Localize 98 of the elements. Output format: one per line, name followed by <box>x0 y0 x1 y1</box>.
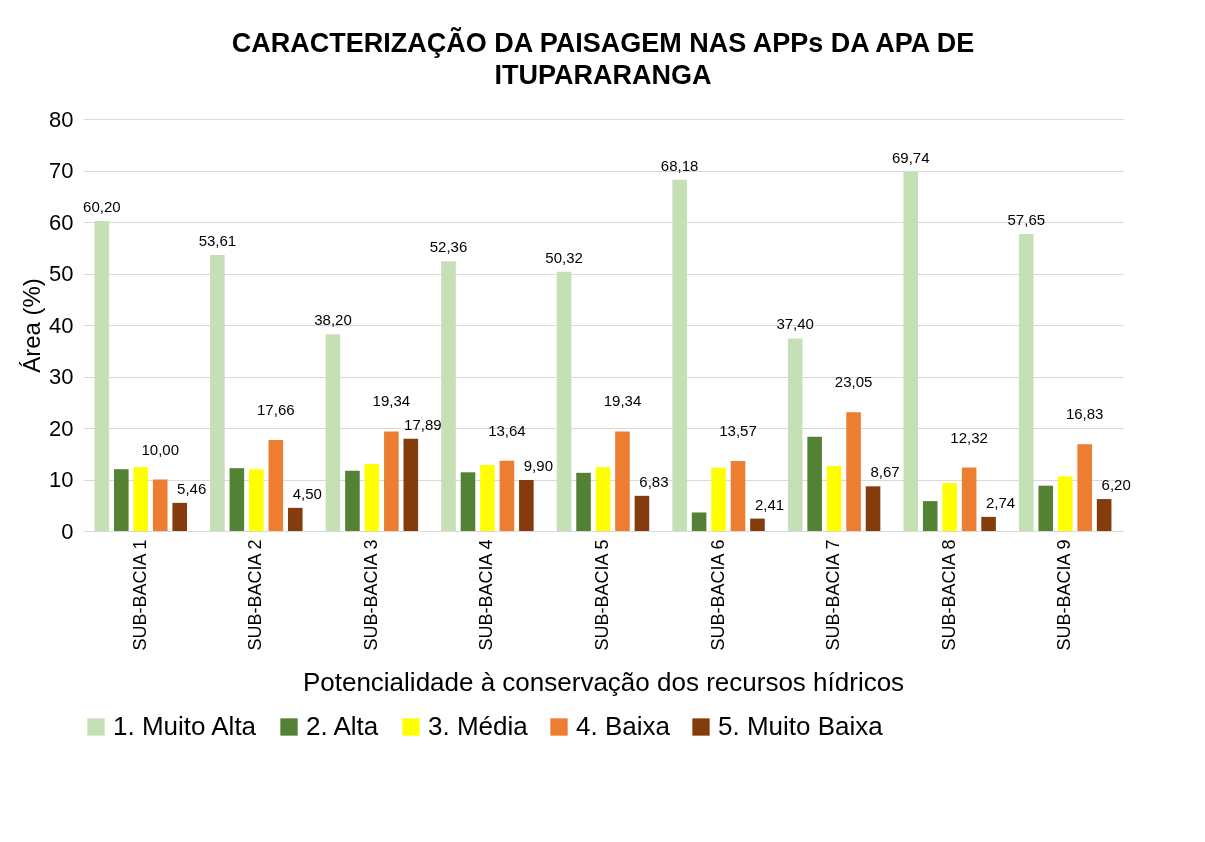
bar <box>961 467 977 531</box>
y-tick-label: 40 <box>49 312 74 338</box>
bar <box>152 479 168 531</box>
bar <box>499 460 515 531</box>
data-label: 2,41 <box>754 495 785 513</box>
x-tick-label: SUB-BACIA 6 <box>707 539 728 651</box>
data-label: 6,20 <box>1101 476 1131 494</box>
bar <box>114 469 129 531</box>
bar <box>865 486 881 531</box>
bar <box>1038 485 1054 531</box>
data-label: 19,34 <box>372 392 411 410</box>
y-tick-label: 50 <box>49 261 74 286</box>
bar <box>441 261 456 531</box>
data-label: 16,83 <box>1065 405 1104 423</box>
y-tick-label: 20 <box>49 415 74 441</box>
data-label: 53,61 <box>198 231 237 249</box>
data-label: 9,90 <box>523 457 553 475</box>
data-label: 5,46 <box>177 479 207 497</box>
legend-label: 4. Baixa <box>576 711 671 741</box>
bar <box>287 507 303 531</box>
data-label: 37,40 <box>776 315 814 333</box>
y-tick-label: 70 <box>49 158 74 183</box>
legend-label: 1. Muito Alta <box>113 711 257 741</box>
bar <box>615 431 630 531</box>
x-tick-label: SUB-BACIA 4 <box>476 539 497 651</box>
x-tick-label: SUB-BACIA 9 <box>1054 539 1075 651</box>
data-label: 13,64 <box>488 421 526 439</box>
data-label: 2,74 <box>985 493 1016 511</box>
bar <box>634 495 650 531</box>
data-label: 60,20 <box>83 197 121 215</box>
chart-title: CARACTERIZAÇÃO DA PAISAGEM NAS APPs DA APA DE ITUPARARANGA <box>231 27 975 90</box>
bar <box>172 502 187 531</box>
y-tick-label: 80 <box>49 106 74 132</box>
x-tick-label: SUB-BACIA 7 <box>823 539 844 651</box>
legend-label: 2. Alta <box>306 711 379 741</box>
bar <box>460 472 476 531</box>
bar <box>691 512 707 531</box>
bar <box>556 271 572 531</box>
bar <box>403 438 419 531</box>
data-label: 68,18 <box>660 156 699 174</box>
bar <box>1057 476 1073 531</box>
x-axis-title: Potencialidade à conservação dos recursos hídricos <box>302 666 905 697</box>
data-label: 6,83 <box>639 472 669 490</box>
data-label: 57,65 <box>1007 211 1046 229</box>
bar <box>519 480 534 531</box>
y-tick-label: 10 <box>49 467 74 492</box>
y-axis-title: Área (%) <box>18 278 46 373</box>
data-label: 8,67 <box>870 463 900 481</box>
bar <box>672 179 687 531</box>
bar <box>1096 499 1112 531</box>
data-label: 69,74 <box>891 148 930 166</box>
bar <box>595 467 611 531</box>
bar <box>711 467 726 531</box>
bar <box>325 334 341 531</box>
data-label: 10,00 <box>141 440 180 458</box>
data-label: 52,36 <box>429 238 468 256</box>
bar <box>1077 444 1092 531</box>
x-tick-label: SUB-BACIA 5 <box>592 539 612 651</box>
data-label: 19,34 <box>603 392 642 410</box>
bar <box>981 516 996 531</box>
bar <box>903 171 919 531</box>
bar <box>249 469 264 531</box>
legend-label: 3. Média <box>428 711 529 741</box>
bar <box>268 440 284 531</box>
x-tick-label: SUB-BACIA 8 <box>938 539 959 651</box>
bar <box>942 483 957 531</box>
x-tick-label: SUB-BACIA 1 <box>129 539 150 651</box>
bar <box>480 465 495 531</box>
bar <box>1019 234 1034 531</box>
data-label: 12,32 <box>950 428 988 446</box>
y-tick-label: 30 <box>49 364 74 389</box>
data-label: 50,32 <box>545 248 583 266</box>
bar <box>345 470 360 531</box>
bar <box>229 468 245 531</box>
data-label: 23,05 <box>834 373 873 391</box>
x-tick-label: SUB-BACIA 2 <box>245 539 266 651</box>
data-label: 17,66 <box>257 401 295 419</box>
data-label: 17,89 <box>404 415 442 433</box>
bar <box>846 412 861 531</box>
bar <box>730 461 746 531</box>
data-label: 13,57 <box>719 422 757 440</box>
bar <box>576 472 591 531</box>
bar <box>384 431 399 531</box>
data-label: 38,20 <box>314 311 352 329</box>
data-label: 4,50 <box>292 484 322 502</box>
legend-label: 5. Muito Baixa <box>718 711 884 741</box>
bar <box>787 338 803 531</box>
bar <box>807 436 822 531</box>
bar <box>94 220 110 531</box>
bar <box>826 466 842 531</box>
bar <box>133 467 149 531</box>
x-tick-label: SUB-BACIA 3 <box>360 539 381 651</box>
bar <box>922 501 938 531</box>
bar <box>364 464 380 531</box>
y-tick-label: 0 <box>61 518 74 544</box>
bar <box>750 518 765 531</box>
y-tick-label: 60 <box>49 209 74 235</box>
bar <box>210 254 225 531</box>
